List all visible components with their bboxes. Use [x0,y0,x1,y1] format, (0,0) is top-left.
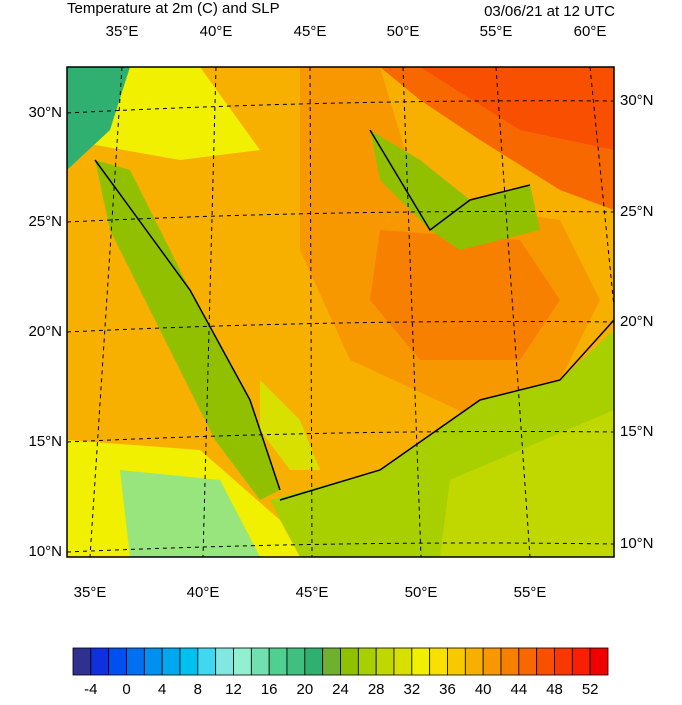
colorbar-label: 40 [475,681,492,698]
lat-label-left: 25°N [28,213,62,230]
meridian [589,67,614,313]
colorbar-box [554,647,573,676]
lon-label-top: 40°E [200,23,233,40]
title: Temperature at 2m (C) and SLP [67,0,280,17]
parallel [67,542,614,553]
colorbar-box [536,647,555,676]
colorbar-box [233,647,252,676]
lat-label-left: 15°N [28,433,62,450]
colorbar-box [518,647,538,676]
parallel [67,210,614,223]
colorbar-box [215,647,234,676]
colorbar-box [447,647,466,676]
colorbar-label: 52 [582,681,599,698]
colorbar-box [197,647,217,676]
colorbar-box [108,647,127,676]
lat-label-left: 30°N [28,104,62,121]
colorbar-box [375,647,395,676]
lon-label-top: 60°E [574,23,607,40]
meridian [495,67,531,557]
colorbar-box [179,647,199,676]
lon-label-top: 55°E [480,23,513,40]
colorbar-label: 44 [510,681,527,698]
lat-label-right: 20°N [620,313,654,330]
colorbar-box [589,647,609,676]
lon-label-bottom: 50°E [405,584,438,601]
colorbar-label: 0 [122,681,130,698]
colorbar-box [357,647,377,676]
lat-label-left: 20°N [28,323,62,340]
colorbar-box [72,647,92,676]
colorbar-box [464,647,484,676]
lon-label-top: 35°E [106,23,139,40]
meridian [89,67,123,557]
colorbar-box [161,647,181,676]
colorbar-box [143,647,163,676]
lat-label-right: 25°N [620,203,654,220]
colorbar-label: 12 [225,681,242,698]
lon-label-top: 50°E [387,23,420,40]
colorbar-box [304,647,324,676]
colorbar-label: 24 [332,681,349,698]
lon-label-top: 45°E [294,23,327,40]
colorbar-label: 32 [403,681,420,698]
meridian [202,67,217,557]
colorbar-label: 36 [439,681,456,698]
parallel [67,100,614,114]
lat-label-left: 10°N [28,543,62,560]
map-frame [66,66,615,558]
colorbar-box [286,647,306,676]
colorbar-box [571,647,591,676]
colorbar-label: 8 [194,681,202,698]
lon-label-bottom: 45°E [296,584,329,601]
colorbar-label: 4 [158,681,166,698]
lon-label-bottom: 35°E [74,584,107,601]
colorbar-box [482,647,502,676]
colorbar-label: 20 [296,681,313,698]
colorbar-box [393,647,413,676]
lon-label-bottom: 40°E [187,584,220,601]
colorbar-box [340,647,359,676]
lon-label-bottom: 55°E [514,584,547,601]
meridian [402,67,422,557]
colorbar-box [90,647,110,676]
map [67,67,614,557]
colorbar-box [268,647,288,676]
colorbar-label: 28 [368,681,385,698]
meridian [309,67,313,557]
colorbar-box [500,647,520,676]
time-label: 03/06/21 at 12 UTC [484,3,615,20]
colorbar-box [429,647,448,676]
lat-label-right: 30°N [620,92,654,109]
colorbar-label: -4 [84,681,97,698]
lat-label-right: 10°N [620,535,654,552]
parallel [67,430,614,443]
colorbar-label: 16 [261,681,278,698]
parallel [67,320,614,333]
colorbar-label: 48 [546,681,563,698]
colorbar-box [322,647,341,676]
lat-label-right: 15°N [620,423,654,440]
colorbar-box [250,647,270,676]
colorbar-box [411,647,431,676]
colorbar-box [126,647,145,676]
